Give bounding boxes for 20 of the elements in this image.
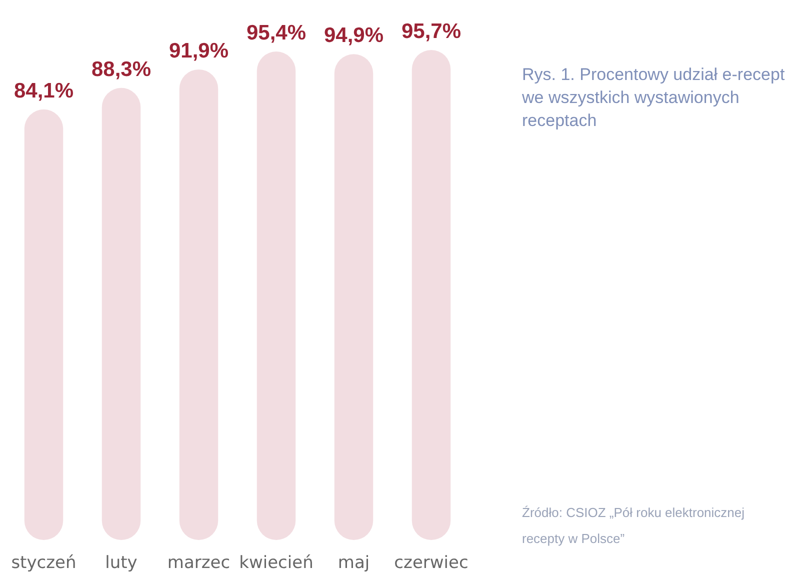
x-tick-label: czerwiec [394,553,468,573]
bar [179,69,218,540]
data-label: 84,1% [14,79,74,102]
bar [102,88,141,540]
x-tick-label: luty [105,553,138,573]
bar [412,50,451,540]
data-label: 95,4% [246,22,306,45]
bar [24,109,64,540]
bar [334,54,374,540]
x-tick-label: kwiecień [239,553,314,573]
text: Źródło: CSIOZ „Pół roku elektronicznej recepty w Polsce” [522,505,745,546]
text: Rys. 1. Procentowy udział e-recept we wszystkich wystawionych receptach [521,65,785,130]
data-label: 94,9% [324,24,384,48]
bar [256,52,296,540]
data-label: 88,3% [91,58,152,81]
data-label: 95,7% [401,20,462,43]
x-tick-label: maj [338,553,370,573]
x-tick-label: marzec [167,553,230,573]
data-label: 91,9% [168,39,229,62]
x-tick-label: styczeń [11,553,76,573]
